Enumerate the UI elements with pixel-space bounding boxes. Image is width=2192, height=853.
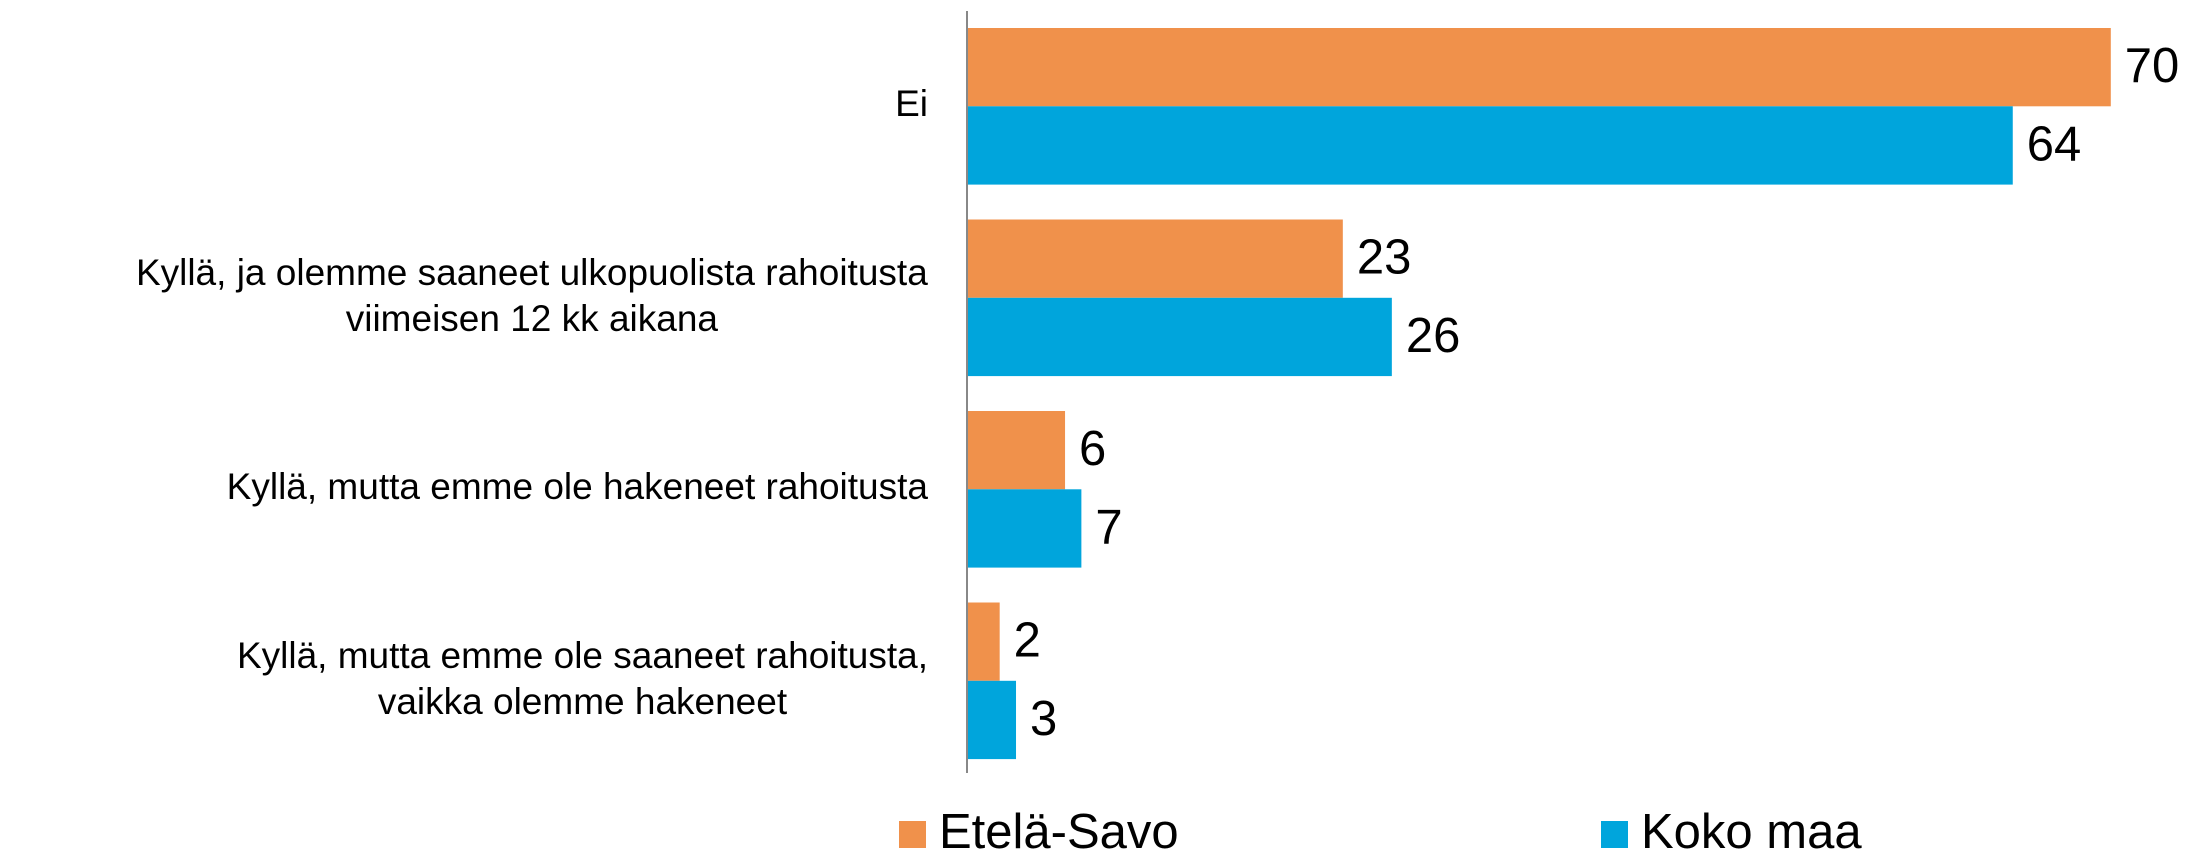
category-label: Kyllä, mutta emme ole saaneet rahoitusta… [237,635,928,722]
value-label: 7 [1095,500,1122,554]
bar [967,28,2111,107]
value-label: 2 [1014,614,1041,668]
value-label: 6 [1079,422,1106,476]
category-label: Kyllä, mutta emme ole hakeneet rahoitust… [227,466,929,507]
bar [967,106,2013,185]
category-label: Ei [895,83,928,124]
legend-label: Etelä-Savo [939,805,1179,853]
category-label: Kyllä, ja olemme saaneet ulkopuolista ra… [136,252,928,339]
value-label: 23 [1357,231,1412,285]
value-label: 70 [2125,39,2180,93]
legend-swatch [1601,821,1628,848]
bar [967,489,1082,568]
bar [967,602,1000,681]
value-label: 64 [2027,117,2082,171]
bar [967,297,1392,377]
legend-label: Koko maa [1641,805,1862,853]
bar [967,411,1066,490]
legend-swatch [899,821,926,848]
bar [967,219,1343,298]
bar [967,680,1017,760]
value-label: 26 [1406,309,1461,363]
value-label: 3 [1030,692,1057,746]
